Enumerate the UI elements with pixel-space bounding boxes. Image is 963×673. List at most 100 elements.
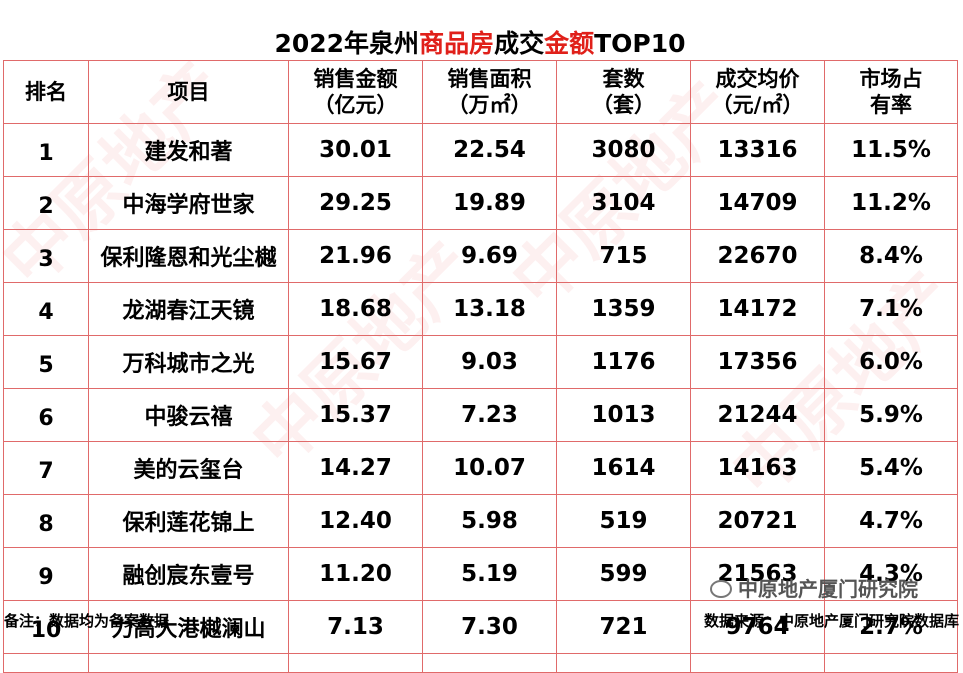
table-row: 9 融创宸东壹号 11.20 5.19 599 21563 4.3% <box>3 547 958 601</box>
cell-sales-amount: 30.01 <box>288 123 423 177</box>
cell-market-share: 7.1% <box>824 282 958 336</box>
cell-project-name: 美的云玺台 <box>88 441 289 495</box>
footer-source: 数据来源：中原地产厦门研究院数据库 <box>703 612 959 630</box>
cell-avg-price: 14709 <box>690 176 825 230</box>
cell-sales-amount: 29.25 <box>288 176 423 230</box>
footer: 备注：数据均为备案数据 数据来源：中原地产厦门研究院数据库 <box>0 610 963 632</box>
cell-units: 3104 <box>556 176 691 230</box>
cell-rank: 7 <box>3 441 89 495</box>
cell-market-share: 11.2% <box>824 176 958 230</box>
cell-rank: 3 <box>3 229 89 283</box>
cell-sales-area: 13.18 <box>422 282 557 336</box>
table-row: 7 美的云玺台 14.27 10.07 1614 14163 5.4% <box>3 441 958 495</box>
wechat-icon <box>710 580 732 598</box>
cell-empty <box>556 653 691 673</box>
wechat-label: 中原地产厦门研究院 <box>738 577 918 601</box>
cell-project-name: 龙湖春江天镜 <box>88 282 289 336</box>
cell-sales-area: 19.89 <box>422 176 557 230</box>
title-part-year-city: 2022年泉州 <box>274 29 420 58</box>
cell-rank: 1 <box>3 123 89 177</box>
cell-empty <box>88 653 289 673</box>
table-row: 6 中骏云禧 15.37 7.23 1013 21244 5.9% <box>3 388 958 442</box>
header-sales-area: 销售面积 （万㎡） <box>422 60 557 124</box>
cell-units: 1614 <box>556 441 691 495</box>
cell-market-share: 6.0% <box>824 335 958 389</box>
cell-rank: 9 <box>3 547 89 601</box>
page-title: 2022年泉州商品房成交金额TOP10 <box>3 28 957 60</box>
table-row: 4 龙湖春江天镜 18.68 13.18 1359 14172 7.1% <box>3 282 958 336</box>
header-project: 项目 <box>88 60 289 124</box>
cell-units: 519 <box>556 494 691 548</box>
ranking-table: 排名 项目 销售金额 （亿元） 销售面积 （万㎡） 套数 （套） 成交均价 （元/㎡） … <box>3 60 958 673</box>
cell-sales-area: 5.19 <box>422 547 557 601</box>
cell-market-share: 4.3% <box>824 547 958 601</box>
cell-sales-amount: 11.20 <box>288 547 423 601</box>
table-row: 3 保利隆恩和光尘樾 21.96 9.69 715 22670 8.4% <box>3 229 958 283</box>
cell-project-name: 融创宸东壹号 <box>88 547 289 601</box>
cell-sales-amount: 12.40 <box>288 494 423 548</box>
cell-avg-price: 14163 <box>690 441 825 495</box>
cell-empty <box>422 653 557 673</box>
cell-sales-area: 9.03 <box>422 335 557 389</box>
cell-rank: 4 <box>3 282 89 336</box>
cell-empty <box>3 653 89 673</box>
cell-avg-price: 14172 <box>690 282 825 336</box>
table-row: 8 保利莲花锦上 12.40 5.98 519 20721 4.7% <box>3 494 958 548</box>
cell-sales-area: 7.23 <box>422 388 557 442</box>
cell-units: 1013 <box>556 388 691 442</box>
cell-market-share: 8.4% <box>824 229 958 283</box>
cell-sales-amount: 15.37 <box>288 388 423 442</box>
title-part-top: TOP10 <box>594 29 686 58</box>
cell-avg-price: 21244 <box>690 388 825 442</box>
cell-units: 1359 <box>556 282 691 336</box>
title-part-housing: 商品房 <box>419 29 495 58</box>
title-part-deal: 成交 <box>494 29 545 58</box>
cell-sales-area: 5.98 <box>422 494 557 548</box>
cell-rank: 5 <box>3 335 89 389</box>
header-market-share: 市场占 有率 <box>824 60 958 124</box>
cell-market-share: 11.5% <box>824 123 958 177</box>
cell-units: 3080 <box>556 123 691 177</box>
cell-project-name: 中海学府世家 <box>88 176 289 230</box>
cell-project-name: 万科城市之光 <box>88 335 289 389</box>
cell-market-share: 4.7% <box>824 494 958 548</box>
cell-rank: 8 <box>3 494 89 548</box>
header-rank: 排名 <box>3 60 89 124</box>
cell-sales-area: 10.07 <box>422 441 557 495</box>
cell-project-name: 中骏云禧 <box>88 388 289 442</box>
cell-avg-price: 13316 <box>690 123 825 177</box>
cell-units: 1176 <box>556 335 691 389</box>
wechat-watermark: 中原地产厦门研究院 <box>710 575 918 603</box>
header-avg-price: 成交均价 （元/㎡） <box>690 60 825 124</box>
table-header-row: 排名 项目 销售金额 （亿元） 销售面积 （万㎡） 套数 （套） 成交均价 （元/㎡） … <box>3 60 958 124</box>
table-row: 2 中海学府世家 29.25 19.89 3104 14709 11.2% <box>3 176 958 230</box>
cell-rank: 2 <box>3 176 89 230</box>
cell-project-name: 保利隆恩和光尘樾 <box>88 229 289 283</box>
cell-market-share: 5.4% <box>824 441 958 495</box>
cell-sales-amount: 15.67 <box>288 335 423 389</box>
cell-empty <box>288 653 423 673</box>
cell-sales-amount: 21.96 <box>288 229 423 283</box>
cell-sales-area: 9.69 <box>422 229 557 283</box>
cell-project-name: 建发和著 <box>88 123 289 177</box>
cell-avg-price: 20721 <box>690 494 825 548</box>
table-blank-row <box>3 653 958 673</box>
table-row: 1 建发和著 30.01 22.54 3080 13316 11.5% <box>3 123 958 177</box>
cell-units: 715 <box>556 229 691 283</box>
cell-avg-price: 22670 <box>690 229 825 283</box>
table-row: 5 万科城市之光 15.67 9.03 1176 17356 6.0% <box>3 335 958 389</box>
title-part-amount: 金额 <box>544 29 595 58</box>
cell-sales-amount: 14.27 <box>288 441 423 495</box>
footer-note: 备注：数据均为备案数据 <box>4 612 170 630</box>
cell-sales-area: 22.54 <box>422 123 557 177</box>
cell-empty <box>690 653 825 673</box>
cell-rank: 6 <box>3 388 89 442</box>
header-sales-amount: 销售金额 （亿元） <box>288 60 423 124</box>
cell-empty <box>824 653 958 673</box>
cell-avg-price: 17356 <box>690 335 825 389</box>
cell-sales-amount: 18.68 <box>288 282 423 336</box>
cell-market-share: 5.9% <box>824 388 958 442</box>
header-units: 套数 （套） <box>556 60 691 124</box>
cell-project-name: 保利莲花锦上 <box>88 494 289 548</box>
cell-units: 599 <box>556 547 691 601</box>
